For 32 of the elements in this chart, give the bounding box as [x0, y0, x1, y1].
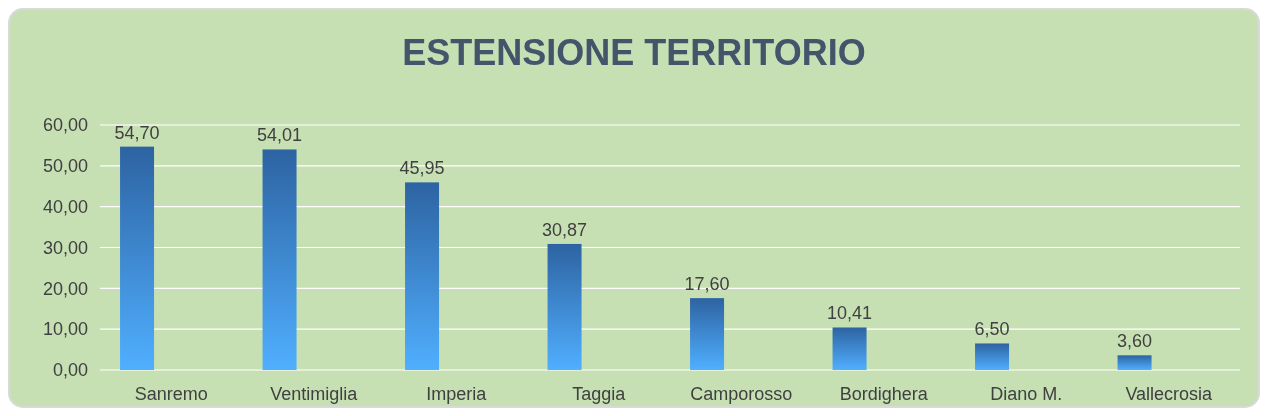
bar — [832, 327, 867, 370]
data-label: 17,60 — [684, 274, 730, 295]
data-label: 3,60 — [1117, 331, 1153, 352]
bar — [690, 298, 725, 370]
bar — [405, 182, 440, 370]
bar — [1117, 355, 1152, 370]
x-tick-label: Diano M. — [990, 384, 1063, 405]
y-tick-label: 30,00 — [42, 237, 88, 258]
x-tick-label: Sanremo — [134, 384, 208, 405]
data-label: 54,70 — [114, 122, 160, 143]
y-tick-label: 20,00 — [42, 278, 88, 299]
data-label: 54,01 — [257, 125, 303, 146]
x-tick-label: Ventimiglia — [270, 384, 359, 405]
y-tick-label: 40,00 — [42, 196, 88, 217]
bar — [975, 343, 1010, 370]
y-tick-label: 10,00 — [42, 319, 88, 340]
chart-title: ESTENSIONE TERRITORIO — [402, 32, 866, 73]
bar — [120, 146, 155, 370]
x-tick-label: Bordighera — [839, 384, 929, 405]
data-label: 6,50 — [974, 319, 1010, 340]
y-tick-label: 50,00 — [42, 156, 88, 177]
x-tick-label: Camporosso — [690, 384, 793, 405]
x-tick-label: Vallecrosia — [1125, 384, 1214, 405]
y-tick-label: 0,00 — [52, 360, 88, 381]
data-label: 10,41 — [827, 303, 873, 324]
data-label: 30,87 — [542, 219, 588, 240]
bar — [547, 243, 582, 370]
x-tick-label: Taggia — [572, 384, 627, 405]
x-tick-label: Imperia — [426, 384, 488, 405]
data-label: 45,95 — [399, 158, 445, 179]
bar — [262, 149, 297, 370]
y-tick-label: 60,00 — [42, 115, 88, 136]
